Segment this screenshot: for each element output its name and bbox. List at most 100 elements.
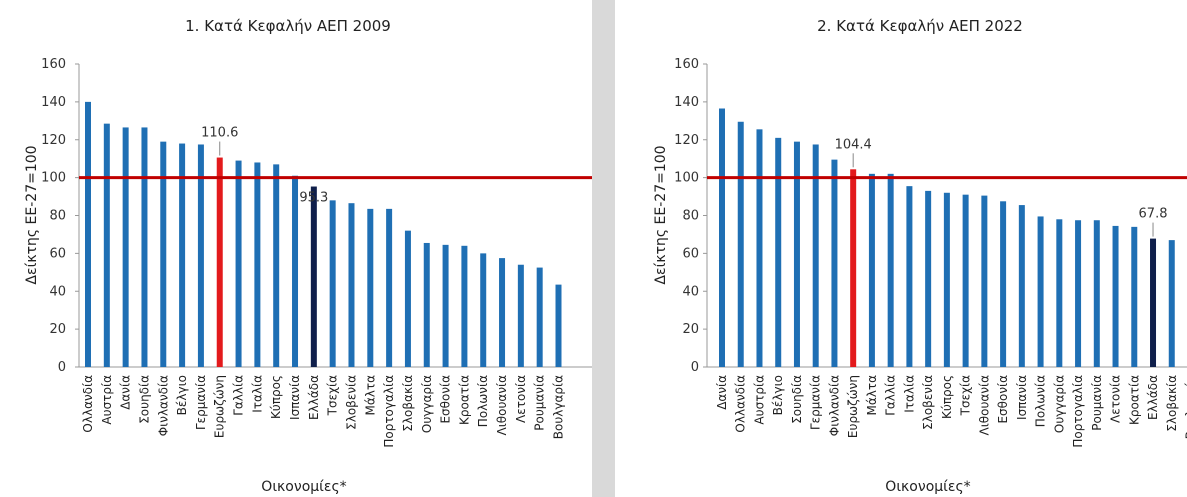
x-axis-label: Οικονομίες* [261, 479, 346, 495]
x-category-label: Πολωνία [476, 375, 490, 427]
data-label: 110.6 [201, 126, 238, 141]
bar-17 [386, 208, 393, 367]
bar-3 [756, 129, 763, 367]
x-category-label: Σλοβακία [401, 375, 415, 432]
bar-13 [943, 192, 950, 367]
bar-14 [962, 194, 969, 367]
x-category-label: Βουλγαρία [1184, 375, 1187, 439]
x-category-label: Ιταλία [902, 375, 916, 413]
bar-2 [103, 123, 110, 367]
x-category-label: Πορτογαλία [382, 375, 396, 448]
data-label: 95.3 [299, 191, 328, 206]
bar-9 [235, 160, 242, 367]
y-axis-label: Δείκτης ΕΕ-27=100 [653, 145, 669, 284]
bar-26 [555, 284, 562, 367]
y-tick-label: 80 [682, 209, 699, 224]
y-tick-label: 40 [49, 284, 66, 299]
bar-19 [1056, 219, 1063, 367]
y-tick-label: 120 [41, 133, 66, 148]
bar-6 [812, 144, 819, 367]
bar-4 [141, 127, 148, 367]
bar-9 [868, 173, 875, 367]
x-category-label: Τσεχία [959, 375, 973, 416]
bar-25 [1168, 240, 1175, 367]
y-axis-label: Δείκτης ΕΕ-27=100 [24, 145, 40, 284]
bar-15 [348, 203, 355, 367]
x-category-label: Μάλτα [363, 375, 377, 416]
x-category-label: Εσθονία [996, 375, 1010, 424]
x-category-label: Ελλάδα [1146, 375, 1160, 420]
data-label: 104.4 [835, 137, 872, 152]
x-category-label: Τσεχία [326, 375, 340, 416]
bar-10 [887, 173, 894, 367]
x-category-label: Κύπρος [269, 375, 283, 419]
y-tick-label: 60 [682, 246, 699, 261]
x-category-label: Γερμανία [194, 375, 208, 430]
bar-20 [1075, 220, 1082, 367]
x-category-label: Ουγγαρία [420, 375, 434, 433]
x-axis-label: Οικονομίες* [885, 479, 970, 495]
bar-22 [1112, 225, 1119, 367]
bar-7 [831, 159, 838, 367]
x-category-label: Κροατία [457, 375, 471, 425]
bar-21 [461, 245, 468, 367]
chart-panel-2009: 1. Κατά Κεφαλήν ΑΕΠ 2009 0 20 40 60 80 100 120 1… [0, 0, 592, 497]
bar-16 [367, 208, 374, 367]
bar-22 [480, 253, 487, 367]
y-tick-label: 0 [58, 360, 66, 375]
bar-5 [793, 141, 800, 367]
bar-12 [292, 175, 299, 367]
chart-2022: 2. Κατά Κεφαλήν ΑΕΠ 2022 0 20 40 60 80 100 120 1… [653, 17, 1187, 495]
x-category-label: Φινλανδία [827, 375, 841, 436]
x-category-label: Αυστρία [752, 375, 766, 425]
y-tick-label: 120 [674, 133, 699, 148]
x-category-label: Πολωνία [1034, 375, 1048, 427]
bar-4 [775, 137, 782, 367]
y-tick-label: 100 [674, 171, 699, 186]
x-category-label: Ολλανδία [81, 375, 95, 433]
bar-1 [719, 108, 725, 368]
x-category-label: Ολλανδία [734, 375, 748, 433]
chart-panel-2022: 2. Κατά Κεφαλήν ΑΕΠ 2022 0 20 40 60 80 100 120 1… [615, 0, 1187, 497]
bar-18 [404, 230, 411, 367]
y-tick-label: 160 [41, 57, 66, 72]
bar-24 [517, 264, 524, 367]
bar-23 [499, 258, 506, 367]
bar-19 [423, 242, 430, 367]
x-category-label: Ρουμανία [1090, 375, 1104, 431]
x-category-label: Σλοβακία [1165, 375, 1179, 432]
y-tick-label: 20 [682, 322, 699, 337]
y-tick-label: 0 [691, 360, 699, 375]
x-category-label: Βέλγιο [175, 375, 189, 415]
x-category-label: Μάλτα [865, 375, 879, 416]
x-category-label: Αυστρία [100, 375, 114, 425]
bar-12 [925, 190, 932, 367]
x-category-label: Γαλλία [884, 375, 898, 416]
x-category-label: Φινλανδία [156, 375, 170, 436]
bar-21 [1093, 220, 1100, 367]
x-category-label: Λιθουανία [495, 375, 509, 436]
chart-2009: 1. Κατά Κεφαλήν ΑΕΠ 2009 0 20 40 60 80 100 120 1… [24, 17, 592, 495]
x-category-label: Λετονία [514, 375, 528, 423]
x-category-label: Ευρωζώνη [213, 375, 227, 438]
bar-11 [906, 186, 913, 367]
x-category-label: Λιθουανία [977, 375, 991, 436]
bar-15 [981, 195, 988, 367]
y-tick-label: 100 [41, 171, 66, 186]
x-category-label: Γερμανία [809, 375, 823, 430]
bar-20 [442, 244, 449, 367]
x-category-label: Σουηδία [790, 375, 804, 424]
x-category-label: Ισπανία [288, 375, 302, 420]
y-tick-label: 160 [674, 57, 699, 72]
x-category-label: Ρουμανία [533, 375, 547, 431]
x-category-label: Πορτογαλία [1071, 375, 1085, 448]
bar-6 [179, 143, 186, 367]
bar-8 [216, 157, 223, 367]
bar-17 [1018, 205, 1025, 367]
bar-18 [1037, 216, 1044, 367]
y-tick-label: 40 [682, 284, 699, 299]
bar-10 [254, 162, 261, 367]
panel-divider [592, 0, 615, 497]
chart-title: 1. Κατά Κεφαλήν ΑΕΠ 2009 [185, 17, 391, 35]
bar-24 [1150, 238, 1157, 367]
